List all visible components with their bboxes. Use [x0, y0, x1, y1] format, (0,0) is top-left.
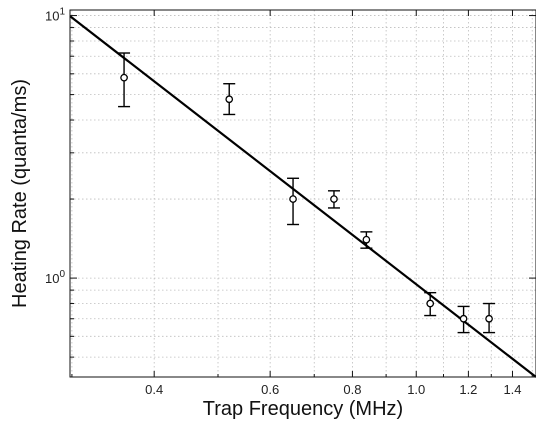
data-point: [485, 314, 493, 323]
power-law-fit-line: [69, 15, 536, 378]
x-axis-label: Trap Frequency (MHz): [203, 398, 403, 420]
data-point: [225, 95, 234, 104]
x-tick-label: 0.4: [145, 382, 163, 397]
data-points: [118, 52, 496, 334]
y-axis-ticks: 100 101: [45, 7, 536, 358]
y-tick-label: 101: [45, 7, 65, 24]
y-tick-label: 100: [45, 269, 65, 286]
data-point: [362, 235, 371, 244]
x-tick-label: 1.4: [503, 382, 521, 397]
x-tick-label: 0.6: [261, 382, 279, 397]
grid: [70, 10, 536, 377]
x-tick-label: 1.2: [459, 382, 477, 397]
x-tick-label: 1.0: [407, 382, 425, 397]
y-axis-label: Heating Rate (quanta/ms): [9, 79, 31, 308]
plot-frame: [69, 9, 536, 378]
data-point: [330, 195, 338, 203]
data-point: [120, 73, 128, 82]
data-point: [459, 314, 468, 323]
data-point: [426, 299, 435, 308]
fit-line-layer: [69, 15, 536, 378]
x-tick-label: 0.8: [343, 382, 361, 397]
x-axis-ticks: 0.4 0.6 0.8 1.0 1.2 1.4: [71, 10, 533, 397]
data-point: [289, 195, 297, 203]
